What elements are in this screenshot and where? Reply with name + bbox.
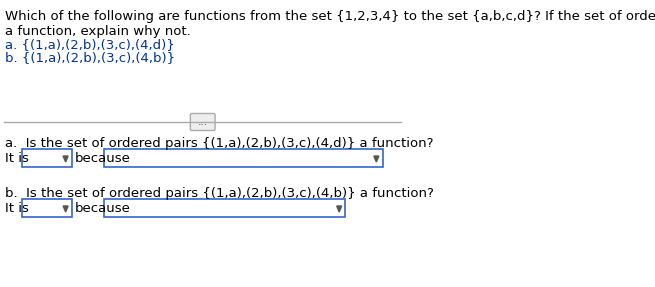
Text: It is: It is [5, 203, 29, 216]
Text: Which of the following are functions from the set {1,2,3,4} to the set {a,b,c,d}: Which of the following are functions fro… [5, 10, 655, 23]
FancyBboxPatch shape [191, 113, 215, 131]
Text: because: because [75, 152, 131, 166]
Polygon shape [63, 206, 68, 212]
Bar [22, 199, 72, 217]
Text: a. {(1,a),(2,b),(3,c),(4,d)}: a. {(1,a),(2,b),(3,c),(4,d)} [5, 38, 175, 51]
Text: b. {(1,a),(2,b),(3,c),(4,b)}: b. {(1,a),(2,b),(3,c),(4,b)} [5, 51, 175, 64]
Text: a function, explain why not.: a function, explain why not. [5, 25, 191, 38]
Text: a.  Is the set of ordered pairs {(1,a),(2,b),(3,c),(4,d)} a function?: a. Is the set of ordered pairs {(1,a),(2… [5, 137, 434, 150]
Bar [22, 149, 72, 167]
Text: ...: ... [198, 117, 208, 127]
Polygon shape [337, 206, 342, 212]
Text: because: because [75, 203, 131, 216]
Polygon shape [63, 156, 68, 162]
Bar [104, 149, 383, 167]
Text: b.  Is the set of ordered pairs {(1,a),(2,b),(3,c),(4,b)} a function?: b. Is the set of ordered pairs {(1,a),(2… [5, 187, 434, 200]
Text: It is: It is [5, 152, 29, 166]
Polygon shape [374, 156, 379, 162]
Bar [104, 199, 345, 217]
